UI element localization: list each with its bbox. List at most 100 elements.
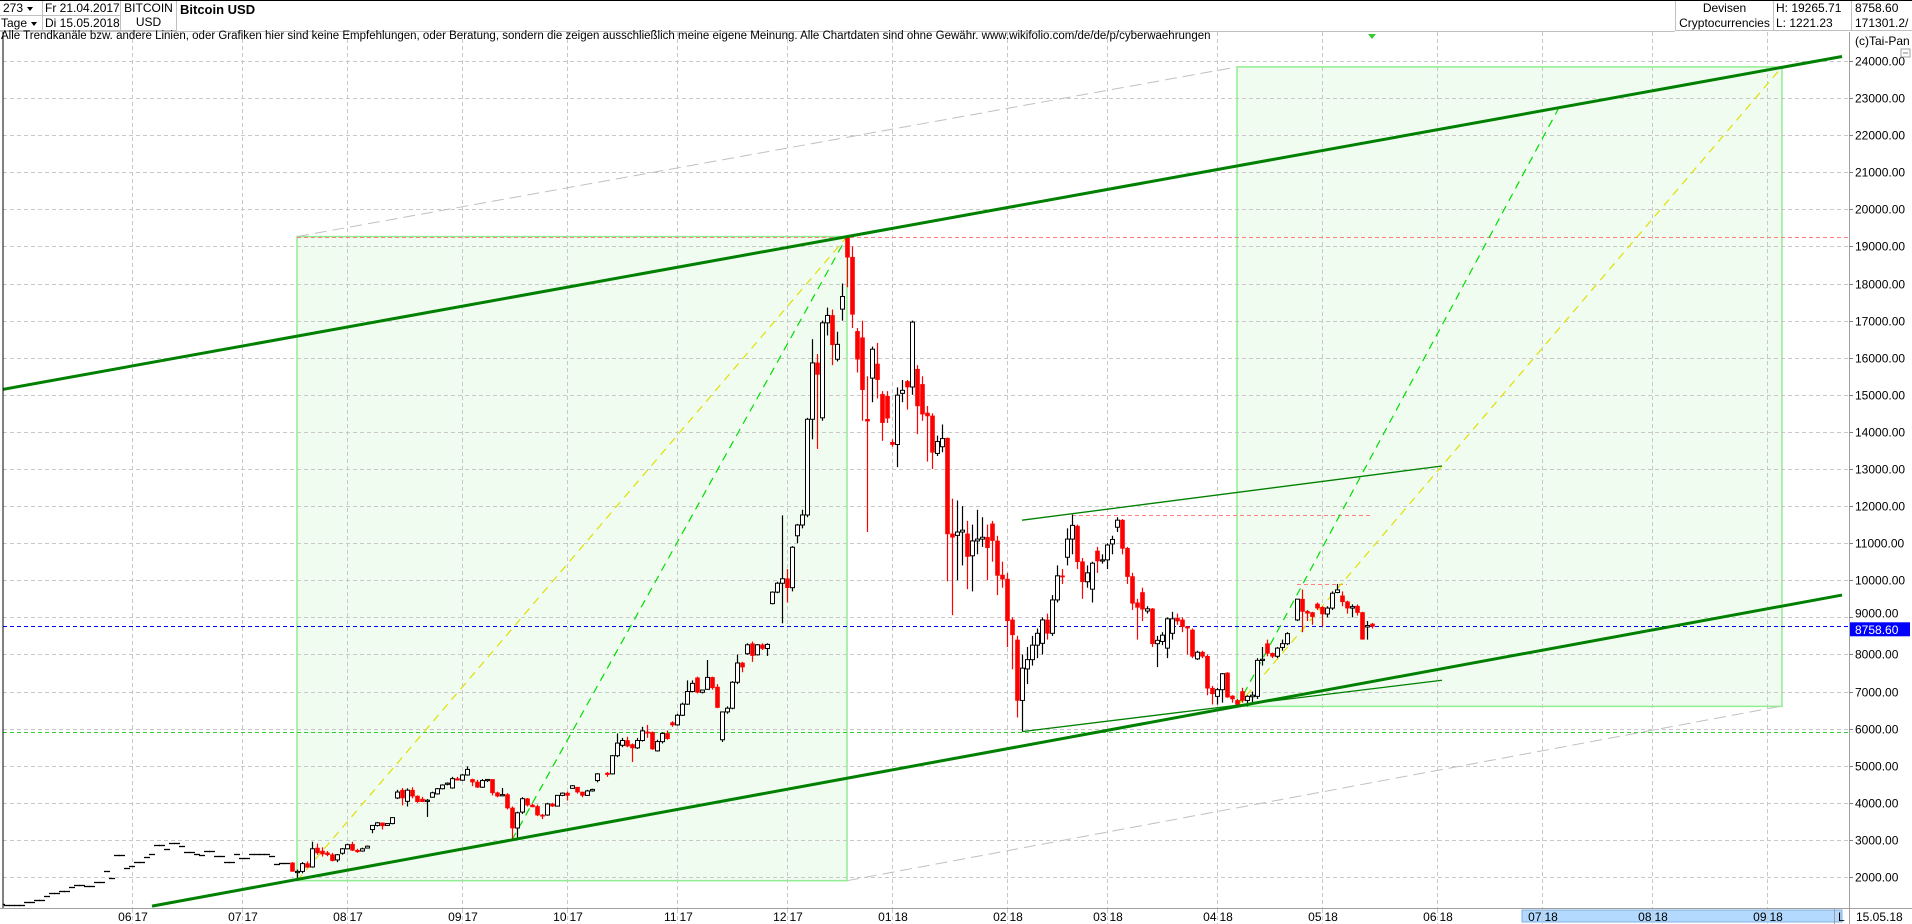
candle-down xyxy=(1340,591,1345,607)
candle-body xyxy=(545,803,550,816)
price-axis[interactable]: 24000.00 23000.00 22000.00 21000.00 20000.00… xyxy=(1849,55,1910,885)
yellow-diagonal-2018[interactable] xyxy=(1236,66,1783,707)
time-range-scrollbar[interactable] xyxy=(1521,909,1843,923)
candle-down xyxy=(905,379,910,410)
candle-body xyxy=(1105,544,1110,561)
linear-scale-toggle[interactable]: L xyxy=(1838,910,1845,924)
candle-body xyxy=(1310,612,1315,617)
candle-down xyxy=(985,524,990,581)
candle-down xyxy=(710,676,715,690)
candle-body xyxy=(1335,589,1340,593)
candle-body xyxy=(670,722,675,726)
candle-body xyxy=(1340,595,1345,603)
candle-up xyxy=(335,853,340,863)
period-dropdown[interactable]: Tage xyxy=(0,16,43,31)
x-tick-month: 01 xyxy=(878,910,892,924)
candle-body xyxy=(440,784,445,790)
candle-up xyxy=(730,681,735,710)
candle-body xyxy=(810,362,815,420)
candle-body xyxy=(990,523,995,541)
candle-up xyxy=(300,862,305,874)
candle-up xyxy=(1350,604,1355,618)
candle-down xyxy=(950,498,955,616)
candle-body xyxy=(680,703,685,716)
green-diagonal-2017[interactable] xyxy=(511,236,848,841)
bar-count-value: 273 xyxy=(3,1,24,15)
candle-body xyxy=(460,774,465,781)
candle-up xyxy=(1100,554,1105,564)
candle-up xyxy=(545,802,550,816)
green-diagonal-2018[interactable] xyxy=(1236,101,1563,707)
y-tick-label: 5000.00 xyxy=(1855,760,1899,774)
candle-body xyxy=(855,331,860,360)
trendline-layer xyxy=(0,54,1843,908)
candle-body xyxy=(490,779,495,794)
y-tick-label: 23000.00 xyxy=(1855,92,1905,106)
candle-body xyxy=(1285,633,1290,645)
candle-body xyxy=(585,790,590,796)
candle-down xyxy=(1205,654,1210,696)
thin-channel-upper[interactable] xyxy=(1021,465,1443,521)
lower-channel-line[interactable] xyxy=(151,593,1843,908)
candle-down xyxy=(850,246,855,329)
candle-body xyxy=(1370,623,1375,627)
y-tick-label: 10000.00 xyxy=(1855,574,1905,588)
candle-up xyxy=(705,660,710,690)
candle-down xyxy=(670,721,675,727)
candle-body xyxy=(525,798,530,806)
candle-body xyxy=(1365,625,1370,628)
candle-up xyxy=(465,766,470,776)
candle-body xyxy=(915,368,920,407)
x-tick-month: 11 xyxy=(664,910,677,924)
candle-body xyxy=(1295,598,1300,621)
candle-body xyxy=(1305,611,1310,614)
x-tick-month: 06 xyxy=(1423,910,1437,924)
candle-layer xyxy=(3,236,1375,907)
candle-down xyxy=(1230,695,1235,703)
candle-body xyxy=(1205,655,1210,689)
y-tick-label: 13000.00 xyxy=(1855,463,1905,477)
yellow-diagonal-2017[interactable] xyxy=(296,236,848,882)
upper-channel-line[interactable] xyxy=(0,54,1843,391)
x-tick-year: 18 xyxy=(1325,910,1339,924)
candle-body xyxy=(1125,548,1130,577)
time-axis[interactable]: 06 17 07 17 08 17 09 17 10 17 11 17 12 17 01 18 02 18 03 18… xyxy=(118,909,1903,924)
x-tick-year: 18 xyxy=(1655,910,1669,924)
candle-body xyxy=(795,524,800,537)
y-tick-label: 19000.00 xyxy=(1855,240,1905,254)
x-tick-year: 18 xyxy=(1770,910,1784,924)
candle-up xyxy=(1035,628,1040,659)
candle-down xyxy=(505,793,510,810)
last-value: 8758.60 xyxy=(1855,1,1899,15)
y-tick-label: 6000.00 xyxy=(1855,723,1899,737)
candle-down xyxy=(355,848,360,853)
candle-down xyxy=(945,437,950,582)
lower-projection-line[interactable] xyxy=(846,705,1783,882)
x-tick-month: 08 xyxy=(1638,910,1652,924)
candle-up xyxy=(1055,565,1060,603)
candle-up xyxy=(745,643,750,655)
candle-body xyxy=(1075,525,1080,563)
candle-body xyxy=(1050,599,1055,634)
candle-body xyxy=(1300,598,1305,612)
start-date-field[interactable]: Fr 21.04.2017 xyxy=(43,1,121,16)
thin-channel-lower[interactable] xyxy=(1021,679,1443,733)
candle-body xyxy=(740,662,745,668)
candle-up xyxy=(660,732,665,744)
end-date-field[interactable]: Di 15.05.2018 xyxy=(43,16,121,31)
candle-down xyxy=(1175,613,1180,625)
candle-body xyxy=(655,741,660,752)
upper-projection-line[interactable] xyxy=(296,66,1238,238)
symbol-code: BITCOIN xyxy=(124,1,173,15)
candle-down xyxy=(400,787,405,806)
candle-up xyxy=(735,654,740,685)
candle-up xyxy=(1195,650,1200,661)
candle-down xyxy=(315,843,320,855)
candle-up xyxy=(390,817,395,825)
candle-down xyxy=(580,791,585,798)
candle-body xyxy=(510,807,515,829)
candle-down xyxy=(885,391,890,423)
candle-body xyxy=(755,644,760,656)
candle-body xyxy=(900,389,905,394)
